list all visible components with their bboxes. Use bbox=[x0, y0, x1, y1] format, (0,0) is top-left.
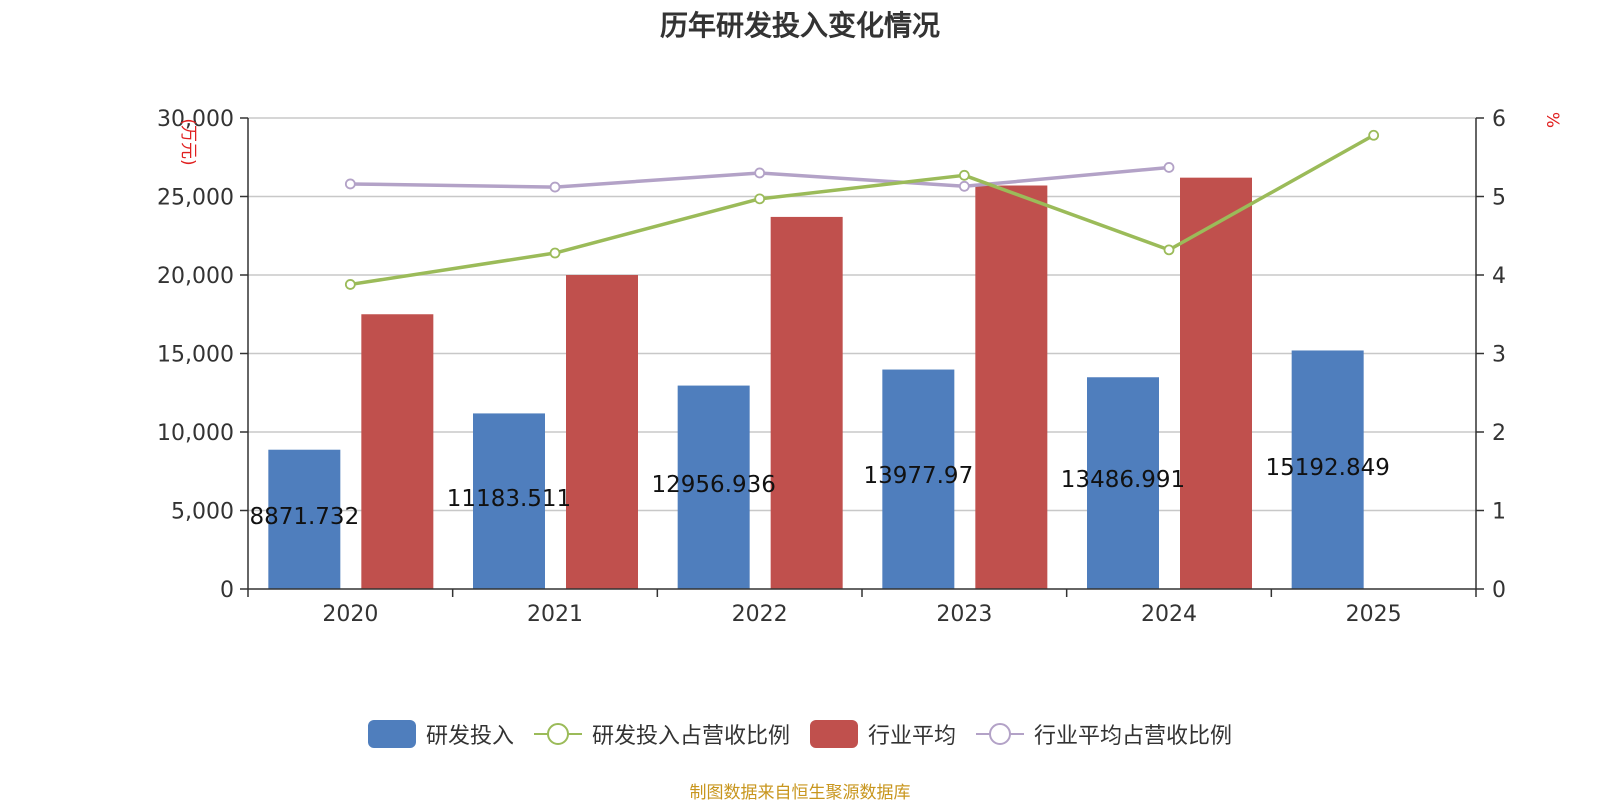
data-label-rd: 13486.991 bbox=[1061, 467, 1185, 493]
data-labels: 8871.732 11183.511 12956.936 13977.97 13486.… bbox=[249, 455, 1389, 530]
bar-series bbox=[268, 177, 1364, 589]
line-series bbox=[344, 129, 1380, 290]
legend-label-rd: 研发投入 bbox=[425, 724, 514, 749]
bar-rd bbox=[1291, 350, 1364, 589]
legend-item-rd-ratio[interactable]: 研发投入占营收比例 bbox=[533, 718, 790, 750]
bar-industry bbox=[1180, 177, 1252, 589]
left-axis-tick-label: 10,000 bbox=[157, 421, 234, 446]
left-axis-tick-label: 25,000 bbox=[157, 186, 234, 211]
left-axis-unit: (万元) bbox=[178, 118, 198, 165]
rd-ratio-point bbox=[1163, 244, 1175, 256]
x-axis-tick-label: 2021 bbox=[527, 602, 583, 627]
bar-industry bbox=[975, 185, 1048, 589]
industry-ratio-point bbox=[549, 181, 561, 193]
rd-ratio-point bbox=[1368, 129, 1380, 141]
bar-rd bbox=[677, 385, 750, 589]
left-axis-tick-label: 15,000 bbox=[157, 343, 234, 368]
right-axis-tick-label: 3 bbox=[1492, 343, 1506, 368]
right-axis-tick-label: 6 bbox=[1492, 107, 1506, 132]
legend-item-rd[interactable]: 研发投入 bbox=[367, 718, 514, 750]
x-axis-tick-label: 2025 bbox=[1346, 602, 1402, 627]
data-label-rd: 11183.511 bbox=[447, 486, 571, 512]
right-axis-unit: % bbox=[1542, 112, 1562, 128]
left-axis-tick-label: 5,000 bbox=[171, 500, 234, 525]
chart-canvas: 0 5,000 10,000 15,000 20,000 25,000 30,000 0 1 2 3… bbox=[157, 107, 1562, 627]
legend-label-rd-ratio: 研发投入占营收比例 bbox=[591, 724, 790, 749]
left-axis-tick-label: 30,000 bbox=[157, 107, 234, 132]
right-axis-tick-label: 2 bbox=[1492, 421, 1506, 446]
legend-swatch-rd bbox=[367, 720, 416, 748]
left-axis-tick-label: 20,000 bbox=[157, 264, 234, 289]
rd-ratio-point bbox=[958, 169, 970, 181]
data-label-rd: 8871.732 bbox=[249, 504, 359, 530]
legend-swatch-industry bbox=[810, 720, 858, 748]
x-axis-tick-label: 2023 bbox=[936, 602, 992, 627]
data-label-rd: 15192.849 bbox=[1265, 455, 1389, 481]
right-axis-tick-label: 4 bbox=[1492, 264, 1506, 289]
grid-lines bbox=[248, 117, 1476, 512]
rd-ratio-point bbox=[754, 193, 766, 205]
bar-industry bbox=[361, 314, 434, 589]
bar-rd bbox=[473, 413, 545, 589]
rd-ratio-point bbox=[344, 279, 356, 290]
right-axis-tick-label: 0 bbox=[1492, 578, 1506, 603]
legend-label-industry: 行业平均 bbox=[868, 724, 957, 749]
bar-rd bbox=[882, 369, 955, 589]
bar-industry bbox=[770, 216, 843, 589]
industry-ratio-point bbox=[958, 180, 970, 192]
source-note: 制图数据来自恒生聚源数据库 bbox=[689, 783, 911, 803]
bar-rd bbox=[268, 449, 341, 589]
legend-line-industry-ratio bbox=[976, 723, 1025, 745]
industry-ratio-point bbox=[344, 178, 356, 190]
legend: 研发投入 研发投入占营收比例 行业平均 行业平均占营收比例 bbox=[0, 718, 1600, 750]
legend-line-rd-ratio bbox=[533, 723, 582, 745]
rd-ratio-point bbox=[549, 247, 561, 259]
right-axis-tick-label: 1 bbox=[1492, 500, 1506, 525]
legend-item-industry-ratio[interactable]: 行业平均占营收比例 bbox=[976, 718, 1232, 750]
x-axis-tick-label: 2020 bbox=[322, 602, 378, 627]
x-axis-tick-label: 2024 bbox=[1141, 602, 1197, 627]
chart-title: 历年研发投入变化情况 bbox=[659, 9, 940, 42]
industry-ratio-point bbox=[754, 167, 766, 179]
right-axis-tick-label: 5 bbox=[1492, 186, 1506, 211]
legend-item-industry[interactable]: 行业平均 bbox=[810, 718, 956, 750]
x-axis-tick-label: 2022 bbox=[732, 602, 788, 627]
axes: 0 5,000 10,000 15,000 20,000 25,000 30,000 0 1 2 3… bbox=[157, 107, 1562, 627]
data-label-rd: 12956.936 bbox=[651, 472, 775, 498]
data-label-rd: 13977.97 bbox=[863, 463, 973, 489]
rd-ratio-line bbox=[350, 133, 1375, 287]
industry-ratio-point bbox=[1163, 162, 1175, 173]
bar-rd bbox=[1087, 377, 1159, 589]
legend-label-industry-ratio: 行业平均占营收比例 bbox=[1034, 724, 1233, 749]
bar-industry bbox=[566, 275, 638, 589]
left-axis-tick-label: 0 bbox=[220, 578, 234, 603]
